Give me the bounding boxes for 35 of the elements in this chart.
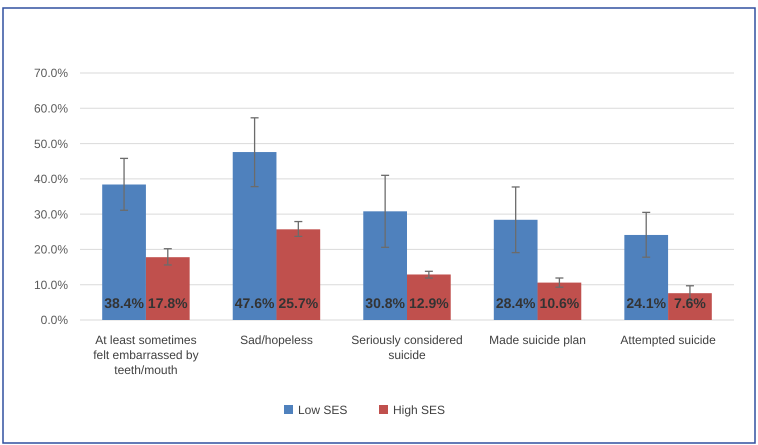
data-label: 24.1% — [626, 295, 667, 311]
y-tick-label: 50.0% — [34, 136, 68, 151]
y-tick-label: 60.0% — [34, 101, 68, 116]
bar — [407, 274, 451, 320]
bar — [232, 152, 276, 320]
y-tick-label: 20.0% — [34, 242, 68, 257]
x-tick-label: At least sometimes felt embarrassed by teeth/mouth — [93, 333, 199, 377]
bar — [538, 282, 582, 320]
data-label: 47.6% — [234, 295, 275, 311]
x-tick-label: Seriously considered suicide — [351, 333, 463, 362]
data-label: 38.4% — [104, 295, 144, 311]
bar — [276, 229, 320, 320]
data-label: 25.7% — [278, 295, 319, 311]
bar — [363, 211, 407, 320]
bar — [624, 234, 668, 320]
y-tick-label: 10.0% — [34, 278, 68, 292]
y-tick-label: 30.0% — [34, 207, 68, 222]
data-label: 17.8% — [148, 295, 188, 311]
legend-label: Low SES — [298, 403, 348, 418]
y-tick-label: 0.0% — [40, 313, 68, 328]
data-label: 10.6% — [540, 295, 580, 311]
data-label: 28.4% — [496, 295, 536, 311]
y-tick-label: 70.0% — [34, 66, 68, 80]
bar — [668, 293, 712, 320]
bar — [146, 257, 190, 320]
x-tick-label: Sad/hopeless — [240, 333, 313, 347]
data-label: 30.8% — [365, 295, 406, 311]
legend-label: High SES — [393, 403, 446, 418]
x-tick-label: Made suicide plan — [489, 333, 586, 347]
bar — [494, 220, 538, 320]
x-tick-label: Attempted suicide — [620, 333, 716, 347]
bar — [102, 184, 146, 320]
y-tick-label: 40.0% — [34, 172, 68, 186]
data-label: 12.9% — [409, 295, 450, 311]
data-label: 7.6% — [674, 295, 706, 311]
